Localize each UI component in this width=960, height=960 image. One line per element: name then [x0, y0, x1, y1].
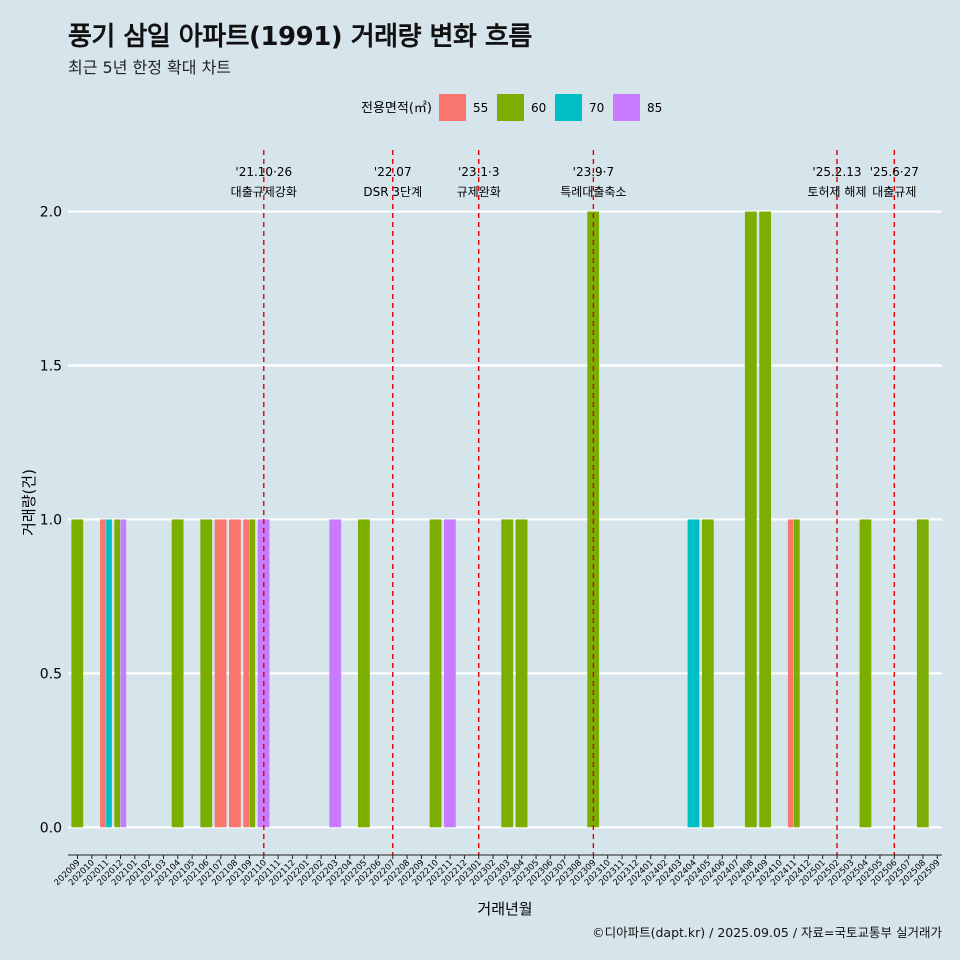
bar-202409-60 [759, 211, 772, 828]
event-date-label: '23.9·7 [573, 165, 614, 179]
event-label: 특례대출축소 [560, 185, 626, 199]
bar-202009-60 [71, 519, 84, 828]
y-axis-title: 거래량(건) [20, 469, 38, 536]
bar-202109-55 [243, 519, 250, 828]
bar-202108-55 [229, 519, 241, 828]
legend-swatch-70 [555, 94, 582, 121]
legend: 전용면적(㎡) 55 60 70 85 [361, 94, 662, 121]
bar-202011-55 [100, 519, 106, 828]
bar-202109-60 [249, 519, 256, 828]
bar-202304-60 [515, 519, 528, 828]
legend-label-70: 70 [589, 101, 604, 115]
bar-202012-85 [120, 519, 127, 828]
bar-202106-60 [200, 519, 213, 828]
bar-202504-60 [859, 519, 872, 828]
event-date-label: '25.6·27 [870, 165, 919, 179]
y-tick-label: 2.0 [40, 205, 62, 221]
event-label: DSR 3단계 [363, 185, 422, 199]
chart-title: 풍기 삼일 아파트(1991) 거래량 변화 흐름 [68, 22, 532, 52]
legend-label-85: 85 [647, 101, 662, 115]
legend-label-55: 55 [473, 101, 488, 115]
event-date-label: '22.07 [374, 165, 412, 179]
bar-202411-60 [794, 519, 800, 828]
chart-subtitle: 최근 5년 한정 확대 차트 [68, 58, 232, 77]
event-date-label: '25.2.13 [812, 165, 861, 179]
x-axis-title: 거래년월 [477, 900, 532, 918]
bar-202303-60 [501, 519, 514, 828]
bar-202408-60 [744, 211, 757, 828]
legend-swatch-60 [497, 94, 524, 121]
event-label: 대출규제강화 [231, 185, 297, 199]
bar-202012-60 [114, 519, 121, 828]
event-label: 토허제 해제 [807, 185, 866, 199]
event-date-label: '23.1·3 [458, 165, 499, 179]
event-label: 규제완화 [457, 185, 501, 199]
bar-202211-85 [443, 519, 456, 828]
source-caption: ©디아파트(dapt.kr) / 2025.09.05 / 자료=국토교통부 실… [592, 925, 942, 940]
bar-202205-60 [358, 519, 370, 828]
bar-202104-60 [171, 519, 184, 828]
event-date-label: '21.10·26 [235, 165, 292, 179]
bar-202508-60 [916, 519, 929, 828]
bar-202203-85 [329, 519, 342, 828]
y-tick-label: 1.0 [40, 512, 62, 528]
y-tick-label: 0.5 [40, 666, 62, 682]
legend-label-60: 60 [531, 101, 546, 115]
bar-202404-70 [687, 519, 700, 828]
bar-202405-60 [701, 519, 714, 828]
bar-202011-70 [106, 519, 112, 828]
bar-202210-60 [429, 519, 442, 828]
y-tick-label: 0.0 [40, 820, 62, 836]
bar-202411-55 [787, 519, 794, 828]
y-tick-label: 1.5 [40, 359, 62, 375]
bar-202107-55 [214, 519, 227, 828]
legend-swatch-55 [439, 94, 466, 121]
event-label: 대출규제 [872, 185, 916, 199]
legend-swatch-85 [613, 94, 640, 121]
legend-title: 전용면적(㎡) [361, 101, 432, 116]
